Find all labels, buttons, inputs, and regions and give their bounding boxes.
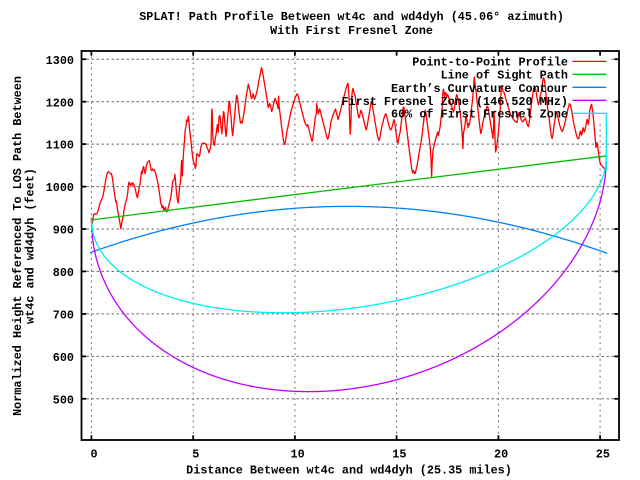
svg-text:1100: 1100: [46, 139, 74, 153]
svg-text:Point-to-Point Profile: Point-to-Point Profile: [412, 56, 568, 70]
svg-text:700: 700: [53, 309, 74, 323]
svg-text:First Fresnel Zone (146.520 MH: First Fresnel Zone (146.520 MHz): [341, 95, 568, 109]
svg-text:SPLAT! Path Profile Between wt: SPLAT! Path Profile Between wt4c and wd4…: [139, 10, 564, 24]
svg-text:With First Fresnel Zone: With First Fresnel Zone: [270, 24, 433, 38]
svg-text:900: 900: [53, 224, 74, 238]
svg-text:0: 0: [91, 448, 98, 462]
svg-text:800: 800: [53, 266, 74, 280]
svg-text:Line of Sight Path: Line of Sight Path: [441, 68, 568, 82]
svg-text:Distance Between wt4c and wd4d: Distance Between wt4c and wd4dyh (25.35 …: [186, 464, 512, 478]
svg-text:1200: 1200: [46, 96, 74, 110]
svg-text:600: 600: [53, 351, 74, 365]
svg-text:Normalized Height Referenced T: Normalized Height Referenced To LOS Path…: [11, 76, 25, 416]
svg-text:15: 15: [392, 448, 406, 462]
svg-text:1300: 1300: [46, 54, 74, 68]
svg-text:10: 10: [291, 448, 305, 462]
svg-text:wt4c and wd4dyh (feet): wt4c and wd4dyh (feet): [23, 168, 37, 324]
svg-text:1000: 1000: [46, 181, 74, 195]
svg-text:60% of First Fresnel Zone: 60% of First Fresnel Zone: [391, 107, 568, 121]
svg-text:500: 500: [53, 393, 74, 407]
svg-text:Earth’s Curvature Contour: Earth’s Curvature Contour: [391, 82, 568, 96]
svg-text:20: 20: [494, 448, 508, 462]
svg-text:5: 5: [192, 448, 199, 462]
svg-text:25: 25: [596, 448, 610, 462]
